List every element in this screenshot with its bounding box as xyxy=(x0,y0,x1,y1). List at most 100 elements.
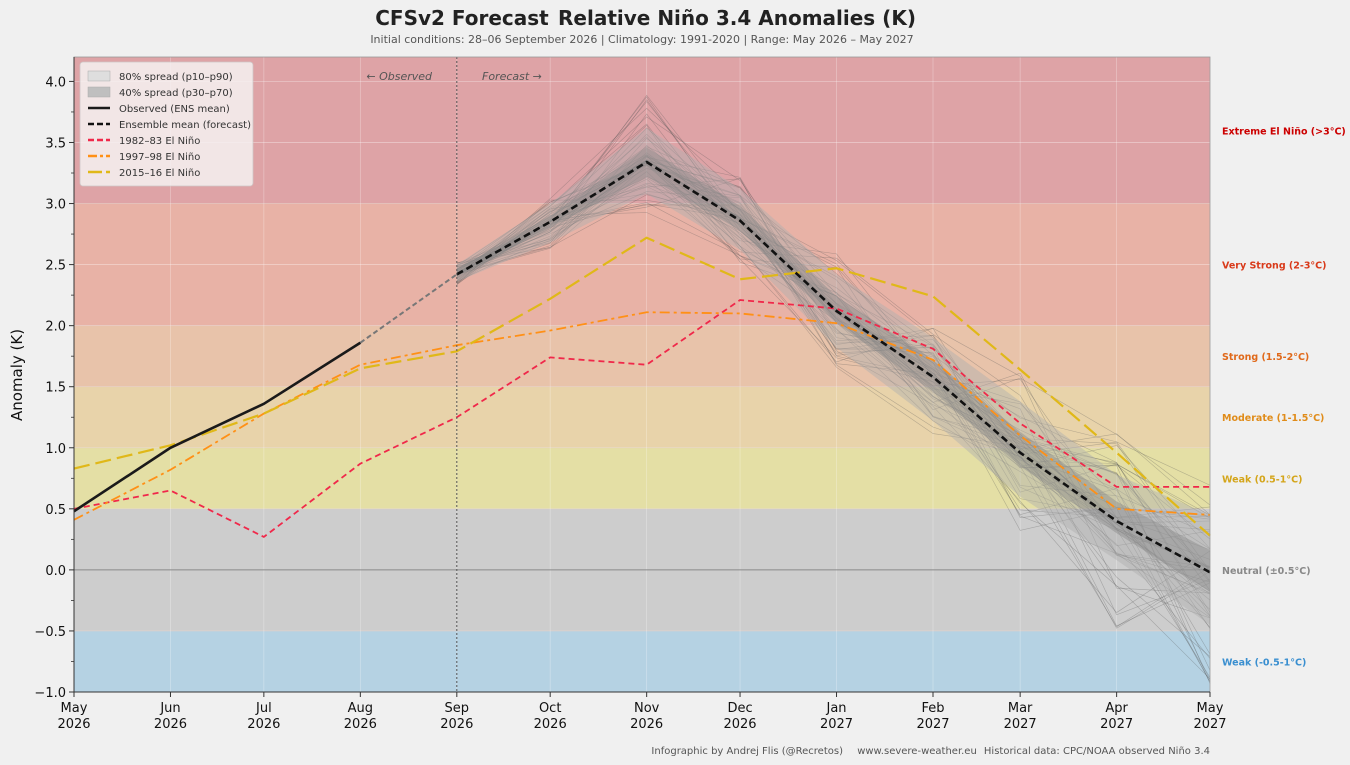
ensemble-member xyxy=(456,204,1211,520)
ensemble-member xyxy=(456,113,1211,628)
band-label-3: Moderate (1-1.5°C) xyxy=(1222,413,1324,424)
legend-label-2: Observed (ENS mean) xyxy=(119,104,230,115)
legend-label-5: 1997–98 El Niño xyxy=(119,152,200,163)
ensemble-member xyxy=(456,162,1211,568)
legend-label-4: 1982–83 El Niño xyxy=(119,136,200,147)
band-labels: Extreme El Niño (>3°C) Very Strong (2-3°C… xyxy=(1222,126,1346,668)
x-tick-year-3: 2026 xyxy=(344,717,377,732)
legend-label-3: Ensemble mean (forecast) xyxy=(119,120,251,131)
ensemble-member xyxy=(456,146,1211,628)
series-lines xyxy=(73,160,1211,574)
y-tick-label-7: 2.5 xyxy=(45,259,66,274)
x-tick-year-6: 2026 xyxy=(630,717,663,732)
ensemble-member xyxy=(456,178,1211,567)
y-tick-label-1: −0.5 xyxy=(34,625,66,640)
ensemble-member xyxy=(456,154,1211,613)
y-tick-label-10: 4.0 xyxy=(45,75,66,90)
ensemble-member xyxy=(456,171,1211,583)
ensemble-member xyxy=(456,161,1211,575)
ensemble-member xyxy=(456,164,1211,550)
band-label-1: Very Strong (2-3°C) xyxy=(1222,261,1327,272)
x-tick-month-0: May xyxy=(61,701,88,716)
ensemble-member xyxy=(456,184,1211,657)
chart-title-right: Relative Niño 3.4 Anomalies (K) xyxy=(558,6,916,30)
legend-box xyxy=(79,61,254,187)
ensemble-member xyxy=(456,212,1211,524)
series-line-2 xyxy=(73,299,1210,538)
ensemble-member xyxy=(456,178,1211,518)
x-tick-month-10: Mar xyxy=(1008,701,1033,716)
y-tick-label-3: 0.5 xyxy=(45,503,66,518)
ensemble-member xyxy=(456,94,1211,516)
y-tick-label-9: 3.5 xyxy=(45,136,66,151)
band-label-6: Weak (-0.5-1°C) xyxy=(1222,657,1306,668)
ensemble-member xyxy=(456,164,1211,616)
series-line-4 xyxy=(73,236,1211,537)
ensemble-member xyxy=(456,176,1211,618)
x-tick-month-11: Apr xyxy=(1105,701,1128,716)
ensemble-member xyxy=(456,157,1211,569)
forecast-annotation: Forecast → xyxy=(482,70,542,83)
chart-subtitle: Initial conditions: 28–06 September 2026… xyxy=(370,33,913,46)
x-tick-month-3: Aug xyxy=(348,701,373,716)
footer-credit: Infographic by Andrej Flis (@Recretos) xyxy=(651,746,843,757)
x-tick-year-10: 2027 xyxy=(1004,717,1037,732)
x-tick-month-4: Sep xyxy=(445,701,470,716)
y-tick-label-5: 1.5 xyxy=(45,381,66,396)
axes: −1.0−0.50.00.51.01.52.02.53.03.54.0May20… xyxy=(34,56,1227,732)
band-label-0: Extreme El Niño (>3°C) xyxy=(1222,126,1346,137)
ensemble-member xyxy=(456,167,1211,486)
legend-label-1: 40% spread (p30–p70) xyxy=(119,88,233,99)
legend-label-0: 80% spread (p10–p90) xyxy=(119,72,233,83)
y-axis-label: Anomaly (K) xyxy=(8,329,26,421)
footer-site: www.severe-weather.eu xyxy=(857,746,977,757)
x-tick-year-11: 2027 xyxy=(1100,717,1133,732)
series-line-0 xyxy=(73,341,362,513)
y-tick-label-6: 2.0 xyxy=(45,320,66,335)
series-line-1 xyxy=(456,160,1211,574)
band-0 xyxy=(74,57,1210,204)
ensemble-member xyxy=(456,127,1211,568)
observed-annotation: ← Observed xyxy=(366,70,433,83)
x-tick-year-1: 2026 xyxy=(154,717,187,732)
y-tick-label-4: 1.0 xyxy=(45,442,66,457)
y-tick-label-8: 3.0 xyxy=(45,198,66,213)
observed-forecast-connector xyxy=(359,273,458,344)
ensemble-member xyxy=(456,183,1211,593)
legend-swatch-0 xyxy=(87,70,111,82)
ensemble-member xyxy=(456,123,1211,594)
ensemble-member xyxy=(456,101,1211,550)
ensemble-member xyxy=(456,202,1211,572)
x-tick-year-0: 2026 xyxy=(57,717,90,732)
band-6 xyxy=(74,630,1210,692)
ensemble-member xyxy=(456,164,1211,671)
x-tick-year-2: 2026 xyxy=(247,717,280,732)
ensemble-member xyxy=(456,161,1211,582)
x-tick-year-12: 2027 xyxy=(1193,717,1226,732)
y-tick-label-2: 0.0 xyxy=(45,564,66,579)
ensemble-member xyxy=(456,194,1211,519)
x-tick-month-8: Jan xyxy=(825,701,846,716)
x-tick-month-7: Dec xyxy=(727,701,752,716)
band-1 xyxy=(74,203,1210,326)
ensemble-member xyxy=(456,96,1211,627)
x-tick-year-4: 2026 xyxy=(440,717,473,732)
band-label-2: Strong (1.5-2°C) xyxy=(1222,352,1309,363)
ensemble-member xyxy=(456,156,1211,534)
band-2 xyxy=(74,325,1210,387)
legend: 80% spread (p10–p90) 40% spread (p30–p70)… xyxy=(79,61,254,187)
band-4 xyxy=(74,447,1210,509)
x-tick-year-7: 2026 xyxy=(723,717,756,732)
ensemble-member xyxy=(456,160,1211,592)
band-3 xyxy=(74,386,1210,448)
x-tick-month-6: Nov xyxy=(634,701,660,716)
band-label-5: Neutral (±0.5°C) xyxy=(1222,566,1311,577)
ensemble-member xyxy=(456,124,1211,506)
ensemble-member xyxy=(456,163,1211,519)
y-tick-label-0: −1.0 xyxy=(34,686,66,701)
x-tick-year-8: 2027 xyxy=(820,717,853,732)
ensemble-member xyxy=(456,133,1211,619)
x-tick-month-2: Jul xyxy=(255,701,272,716)
